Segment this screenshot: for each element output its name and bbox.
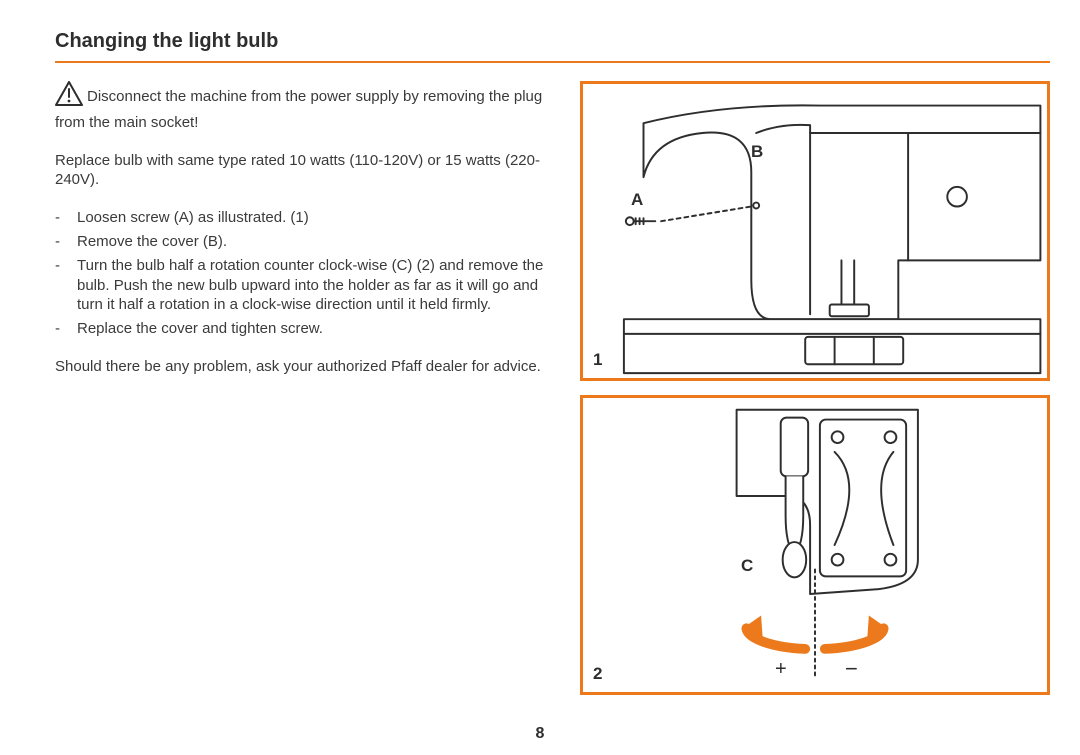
title-rule (55, 61, 1050, 63)
list-item: -Replace the cover and tighten screw. (55, 319, 552, 339)
warning-paragraph: Disconnect the machine from the power su… (55, 81, 552, 133)
replace-paragraph: Replace bulb with same type rated 10 wat… (55, 151, 552, 191)
label-a: A (631, 190, 643, 210)
steps-list: -Loosen screw (A) as illustrated. (1) -R… (55, 208, 552, 339)
warning-icon (55, 81, 83, 113)
warning-text: Disconnect the machine from the power su… (55, 88, 542, 131)
advice-paragraph: Should there be any problem, ask your au… (55, 357, 552, 377)
label-b: B (751, 142, 763, 162)
minus-sign: − (845, 656, 858, 682)
manual-page: Changing the light bulb Disconnect the m… (0, 0, 1080, 755)
list-item: -Remove the cover (B). (55, 232, 552, 252)
content-columns: Disconnect the machine from the power su… (55, 81, 1050, 695)
bulb-rotation-illustration (583, 398, 1047, 692)
text-column: Disconnect the machine from the power su… (55, 81, 552, 695)
page-number: 8 (0, 725, 1080, 743)
figure-2: C + − 2 (580, 395, 1050, 695)
figure-number: 1 (593, 350, 602, 370)
list-item: -Loosen screw (A) as illustrated. (1) (55, 208, 552, 228)
page-title: Changing the light bulb (55, 30, 1050, 53)
figures-column: A B 1 (580, 81, 1050, 695)
figure-number: 2 (593, 664, 602, 684)
figure-1: A B 1 (580, 81, 1050, 381)
list-item: -Turn the bulb half a rotation counter c… (55, 256, 552, 315)
plus-sign: + (775, 658, 787, 681)
sewing-machine-head-illustration (583, 84, 1047, 378)
label-c: C (741, 556, 753, 576)
